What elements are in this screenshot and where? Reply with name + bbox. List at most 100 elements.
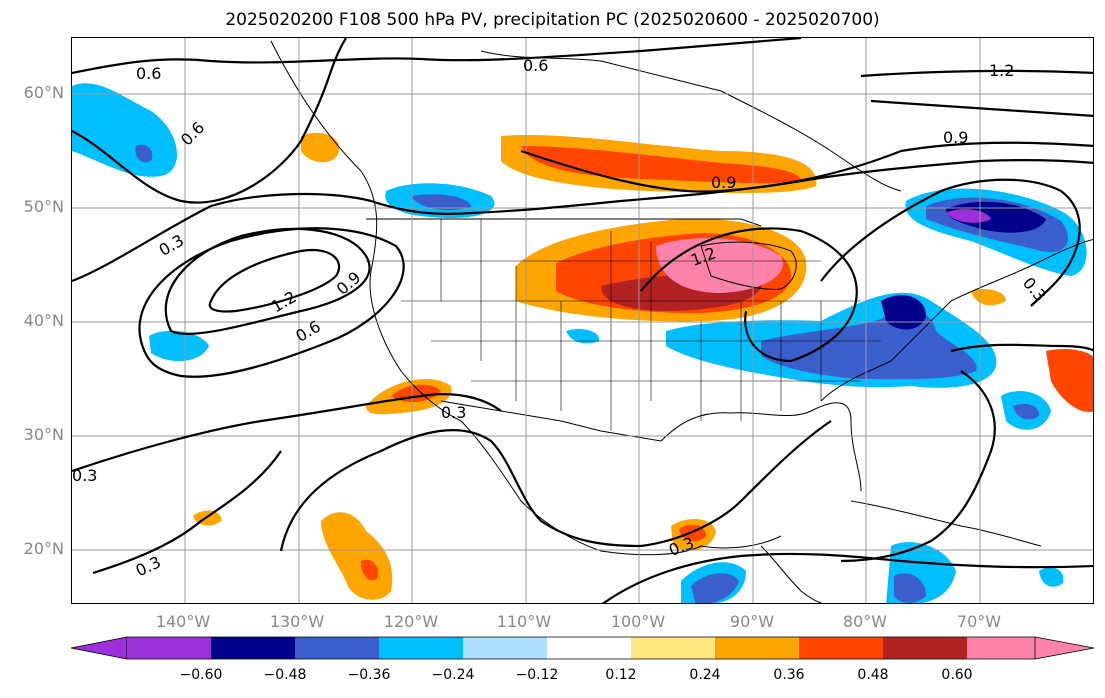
lon-label-90w: 90°W bbox=[729, 612, 775, 631]
central-america bbox=[760, 545, 823, 603]
colorbar-bin-10 bbox=[883, 637, 967, 659]
contour-label-12: 0.3 bbox=[1019, 273, 1050, 305]
colorbar-tick-1: −0.60 bbox=[179, 667, 223, 683]
contour-09-canada bbox=[520, 141, 1093, 193]
colorbar-tick-10: 0.60 bbox=[941, 667, 973, 683]
shade-neg-pacific-south bbox=[149, 330, 209, 362]
colorbar-tick-7: 0.24 bbox=[689, 667, 721, 683]
colorbar-bin-9 bbox=[799, 637, 883, 659]
contour-label-2: 0.6 bbox=[523, 56, 548, 75]
colorbar-extend-high bbox=[1034, 636, 1095, 660]
colorbar-tick-3: −0.36 bbox=[347, 667, 391, 683]
shade-neg-pacific bbox=[72, 83, 178, 177]
coastline-east bbox=[820, 238, 1093, 402]
shade-pos-pacific-south bbox=[321, 512, 393, 600]
colorbar-tick-9: 0.48 bbox=[857, 667, 889, 683]
lon-label-70w: 70°W bbox=[956, 612, 1002, 631]
contour-09-north bbox=[870, 99, 1093, 117]
lat-label-60: 60°N bbox=[23, 83, 64, 102]
colorbar-bin-2 bbox=[211, 637, 295, 659]
coastline-west bbox=[270, 40, 782, 556]
colorbar-tick-2: −0.48 bbox=[263, 667, 307, 683]
coastline-north bbox=[480, 50, 902, 192]
contour-06-north bbox=[72, 38, 802, 75]
colorbar-tick-4: −0.24 bbox=[431, 667, 475, 683]
caribbean-islands bbox=[850, 500, 1042, 547]
lat-label-40: 40°N bbox=[23, 311, 64, 330]
contour-label-9: 0.9 bbox=[943, 128, 968, 147]
lon-label-140w: 140°W bbox=[155, 612, 211, 631]
lon-label-100w: 100°W bbox=[610, 612, 666, 631]
colorbar-tick-5: −0.12 bbox=[515, 667, 559, 683]
map-panel: 0.6 0.6 0.6 0.3 1.2 0.9 0.6 0.9 0.9 1.2 … bbox=[71, 37, 1094, 604]
colorbar-bin-7 bbox=[631, 637, 715, 659]
meridional-state-lines bbox=[440, 219, 822, 431]
map-canvas: 0.6 0.6 0.6 0.3 1.2 0.9 0.6 0.9 0.9 1.2 … bbox=[72, 38, 1093, 603]
shade-neg-atl-sw-core bbox=[1013, 404, 1040, 420]
precip-shading bbox=[72, 83, 1093, 603]
graticule bbox=[72, 38, 1093, 603]
shade-neg-pacific-core bbox=[135, 144, 153, 163]
colorbar bbox=[70, 636, 1095, 660]
colorbar-bin-5 bbox=[463, 637, 547, 659]
chart-title: 2025020200 F108 500 hPa PV, precipitatio… bbox=[225, 10, 880, 30]
shade-neg-small-east bbox=[1039, 567, 1064, 587]
zonal-state-lines bbox=[366, 260, 881, 382]
shade-neg-east-max bbox=[881, 295, 926, 330]
shade-pos-small-atl bbox=[971, 289, 1006, 306]
shade-neg-atlantic-dark bbox=[946, 201, 1046, 233]
contour-label-3: 0.6 bbox=[177, 118, 208, 149]
shade-neg-central-am-core bbox=[691, 573, 739, 603]
contour-label-13: 0.3 bbox=[441, 403, 466, 422]
contour-03-atlantic bbox=[820, 178, 1081, 307]
contour-label-11: 1.2 bbox=[989, 61, 1014, 80]
state-borders bbox=[366, 219, 881, 431]
coastlines bbox=[270, 40, 1093, 603]
shade-neg-caribbean-core bbox=[894, 573, 926, 603]
lon-label-120w: 120°W bbox=[383, 612, 439, 631]
shade-pos-pacific-south-core bbox=[361, 559, 378, 581]
contour-03-caribbean bbox=[840, 370, 996, 563]
lon-label-110w: 110°W bbox=[496, 612, 552, 631]
shade-neg-east-core bbox=[761, 309, 977, 380]
lat-label-30: 30°N bbox=[23, 425, 64, 444]
shade-pos-plains-max bbox=[656, 238, 783, 293]
shade-pos-panhandle bbox=[301, 132, 340, 163]
colorbar-bin-4 bbox=[379, 637, 463, 659]
colorbar-bin-11 bbox=[967, 637, 1035, 659]
contour-label-7: 0.6 bbox=[292, 317, 324, 346]
contour-03-south bbox=[72, 393, 502, 473]
colorbar-bin-8 bbox=[715, 637, 799, 659]
border-us-mexico bbox=[440, 400, 662, 442]
shade-pos-canada-core bbox=[521, 146, 801, 184]
colorbar-extend-low bbox=[70, 636, 128, 660]
contour-label-1: 0.6 bbox=[136, 64, 161, 83]
shade-pos-atl-east bbox=[1046, 349, 1093, 412]
colorbar-bin-1 bbox=[127, 637, 211, 659]
lat-label-20: 20°N bbox=[23, 539, 64, 558]
lon-label-130w: 130°W bbox=[269, 612, 325, 631]
colorbar-tick-6: 0.12 bbox=[605, 667, 637, 683]
lat-label-50: 50°N bbox=[23, 197, 64, 216]
shade-neg-bc-core bbox=[411, 194, 471, 211]
contour-03-tropics bbox=[601, 552, 1093, 603]
contour-09-loop bbox=[164, 227, 371, 335]
great-lakes bbox=[700, 241, 797, 290]
border-us-canada bbox=[366, 218, 762, 227]
colorbar-tick-8: 0.36 bbox=[773, 667, 805, 683]
contour-12-loop bbox=[208, 248, 341, 313]
contour-03-east bbox=[950, 343, 1093, 353]
shade-neg-small1 bbox=[566, 329, 600, 344]
pv-contours bbox=[72, 38, 1093, 603]
contour-06-ak bbox=[72, 38, 347, 204]
contour-12-lakes bbox=[640, 227, 858, 363]
contour-03-main bbox=[72, 159, 1093, 283]
contour-12-north bbox=[860, 69, 1093, 78]
coastline-gulf bbox=[660, 402, 862, 492]
lon-label-80w: 80°W bbox=[842, 612, 888, 631]
contour-03-mexico bbox=[279, 420, 832, 552]
colorbar-bin-6 bbox=[547, 637, 631, 659]
contour-label-8: 0.9 bbox=[711, 173, 736, 192]
contour-label-14: 0.3 bbox=[72, 466, 97, 485]
contour-06-loop bbox=[138, 227, 405, 378]
